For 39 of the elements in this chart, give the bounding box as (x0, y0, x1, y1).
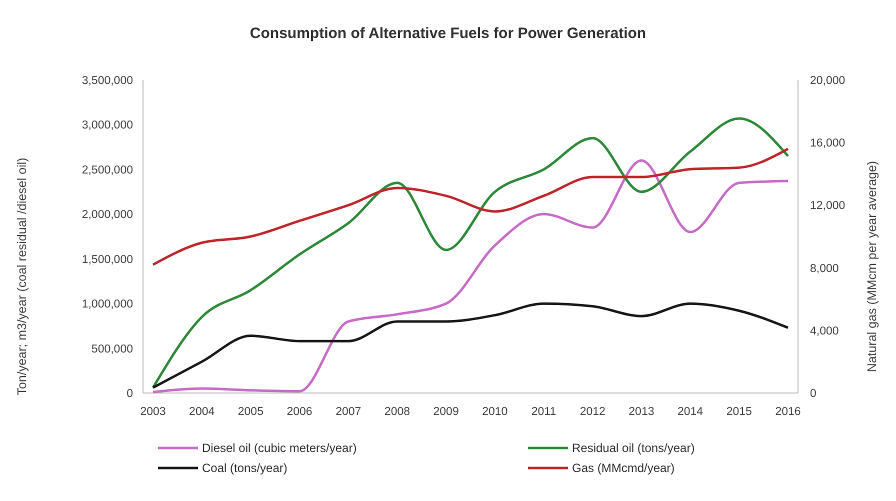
x-tick-label: 2009 (433, 406, 459, 418)
y-tick-label: 3,500,000 (82, 75, 133, 88)
y2-tick-label: 0 (810, 388, 816, 400)
legend-label: Residual oil (tons/year) (572, 441, 695, 456)
y-tick-label: 2,000,000 (82, 209, 133, 222)
x-tick-label: 2007 (336, 406, 362, 418)
x-tick-label: 2016 (775, 406, 801, 418)
line-series (152, 159, 790, 394)
y-tick-label: 500,000 (91, 343, 133, 356)
x-tick-label: 2015 (726, 406, 752, 418)
legend-label: Gas (MMcmd/year) (572, 461, 675, 476)
x-tick-label: 2011 (531, 406, 556, 418)
line-series (152, 302, 790, 389)
x-tick-label: 2013 (628, 406, 654, 418)
x-tick-label: 2012 (580, 406, 606, 418)
y-tick-label: 1,000,000 (82, 298, 133, 311)
x-tick-label: 2003 (140, 406, 166, 418)
y-tick-label: 0 (126, 388, 133, 400)
x-tick-label: 2004 (189, 406, 216, 418)
y2-tick-label: 8,000 (810, 262, 839, 275)
line-series (152, 148, 790, 266)
y-axis-title: Ton/year; m3/year (coal residual /diesel oil) (15, 158, 29, 396)
x-tick-label: 2008 (384, 406, 410, 418)
chart-title: Consumption of Alternative Fuels for Power Generation (250, 25, 646, 42)
y2-tick-label: 20,000 (810, 75, 846, 88)
y2-axis-title: Natural gas (MMcm per year average) (865, 160, 879, 372)
x-tick-label: 2005 (238, 406, 264, 418)
x-tick-label: 2010 (482, 406, 508, 418)
y2-tick-label: 16,000 (810, 138, 846, 150)
legend-label: Diesel oil (cubic meters/year) (202, 441, 357, 456)
x-tick-label: 2014 (678, 406, 704, 418)
y2-tick-label: 12,000 (810, 200, 846, 212)
y-tick-label: 3,000,000 (82, 120, 133, 132)
y2-tick-label: 4,000 (810, 325, 839, 338)
x-tick-label: 2006 (286, 406, 312, 418)
line-series (152, 117, 790, 389)
y-tick-label: 1,500,000 (82, 254, 133, 266)
legend-label: Coal (tons/year) (202, 461, 288, 476)
y-tick-label: 2,500,000 (82, 164, 133, 176)
